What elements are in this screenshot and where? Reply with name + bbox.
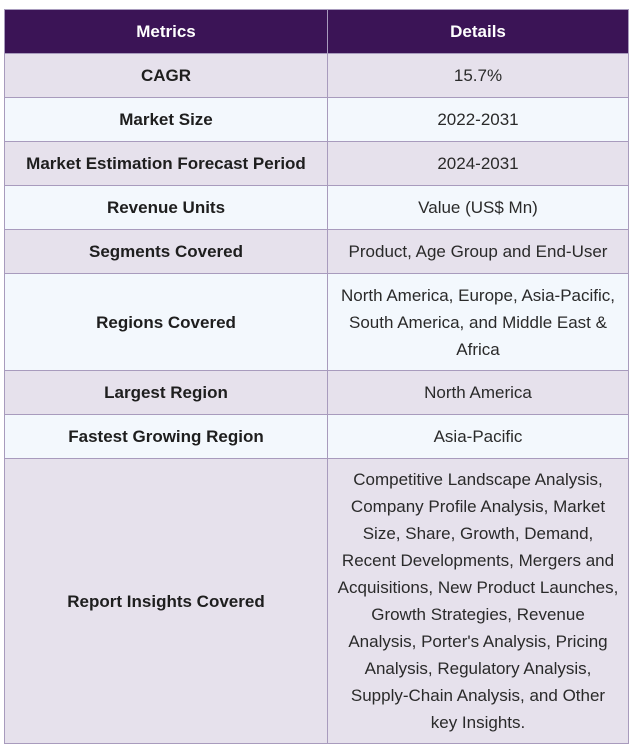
header-details: Details [327,9,629,54]
detail-cell: Value (US$ Mn) [327,185,629,230]
metric-cell: CAGR [4,53,328,98]
detail-cell: North America [327,370,629,415]
metrics-table-container: Metrics Details CAGR 15.7% Market Size 2… [4,9,629,744]
metric-cell: Market Size [4,97,328,142]
table-row: Segments Covered Product, Age Group and … [4,229,629,274]
metric-cell: Report Insights Covered [4,458,328,744]
table-row: Market Size 2022-2031 [4,97,629,142]
metric-cell: Fastest Growing Region [4,414,328,459]
table-row: Fastest Growing Region Asia-Pacific [4,414,629,459]
detail-cell: 15.7% [327,53,629,98]
metric-cell: Revenue Units [4,185,328,230]
table-row: Largest Region North America [4,370,629,415]
detail-cell: North America, Europe, Asia-Pacific, Sou… [327,273,629,371]
table-row: Revenue Units Value (US$ Mn) [4,185,629,230]
metric-cell: Market Estimation Forecast Period [4,141,328,186]
table-row: Report Insights Covered Competitive Land… [4,458,629,744]
header-metrics: Metrics [4,9,328,54]
detail-cell: 2024-2031 [327,141,629,186]
table-row: Market Estimation Forecast Period 2024-2… [4,141,629,186]
detail-cell: Competitive Landscape Analysis, Company … [327,458,629,744]
table-header-row: Metrics Details [4,9,629,54]
detail-cell: 2022-2031 [327,97,629,142]
metric-cell: Segments Covered [4,229,328,274]
metric-cell: Largest Region [4,370,328,415]
metric-cell: Regions Covered [4,273,328,371]
table-row: Regions Covered North America, Europe, A… [4,273,629,371]
table-row: CAGR 15.7% [4,53,629,98]
metrics-table: Metrics Details CAGR 15.7% Market Size 2… [4,9,629,744]
detail-cell: Asia-Pacific [327,414,629,459]
detail-cell: Product, Age Group and End-User [327,229,629,274]
